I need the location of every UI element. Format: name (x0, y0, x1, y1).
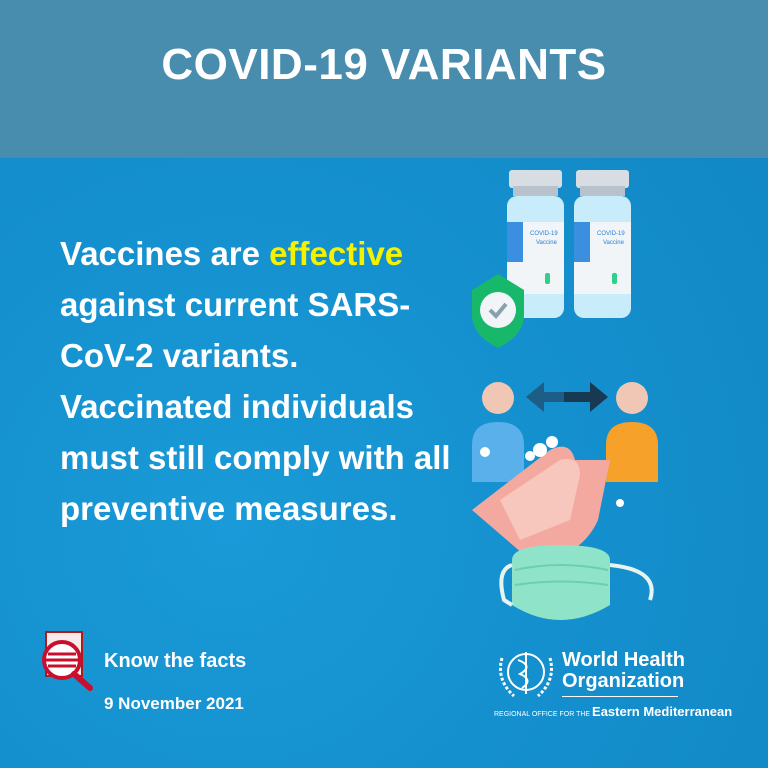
vaccine-vial-icon: COVID-19 Vaccine (507, 170, 564, 318)
who-region: REGIONAL OFFICE FOR THE Eastern Mediterr… (494, 704, 732, 719)
message-text-before: Vaccines are (60, 235, 270, 272)
svg-text:COVID-19: COVID-19 (597, 231, 625, 237)
message-text-after: against current SARS-CoV-2 variants. Vac… (60, 286, 451, 527)
who-name-line1: World Health (562, 649, 685, 671)
svg-text:COVID-19: COVID-19 (530, 231, 558, 237)
shield-check-icon (472, 274, 524, 348)
svg-text:Vaccine: Vaccine (603, 240, 625, 246)
who-name: World Health Organization (562, 650, 685, 692)
who-name-line2: Organization (562, 670, 685, 692)
know-the-facts-label: Know the facts (104, 650, 247, 672)
magnifier-document-icon (42, 631, 93, 691)
person-icon (472, 382, 524, 482)
who-emblem-logo (499, 652, 553, 698)
header-banner (0, 0, 768, 158)
vaccine-vial-icon: COVID-19 Vaccine (574, 170, 631, 318)
prevention-illustration: COVID-19 Vaccine COVID-19 Vaccine (472, 170, 658, 620)
main-message: Vaccines are effective against current S… (60, 228, 460, 534)
region-name: Eastern Mediterranean (592, 704, 733, 719)
page-title: COVID-19 VARIANTS (161, 40, 607, 89)
region-prefix: REGIONAL OFFICE FOR THE (494, 711, 591, 718)
svg-text:Vaccine: Vaccine (536, 240, 558, 246)
face-mask-icon (499, 545, 654, 620)
publication-date: 9 November 2021 (104, 694, 244, 713)
who-divider (562, 696, 678, 697)
social-distance-arrows-icon (526, 382, 608, 412)
message-highlight: effective (269, 235, 404, 272)
hand-washing-icon (472, 436, 624, 560)
person-icon (606, 382, 658, 482)
